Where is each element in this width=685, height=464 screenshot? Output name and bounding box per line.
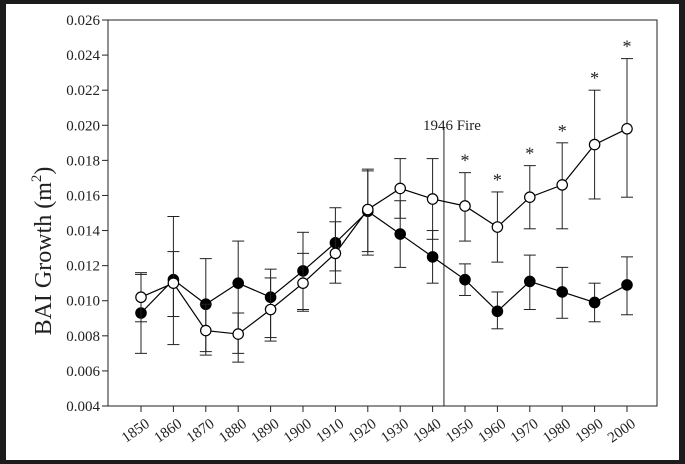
- y-axis-label: BAI Growth (m2): [29, 167, 57, 336]
- data-point: [200, 324, 212, 337]
- y-axis-label-sup: 2: [29, 175, 45, 183]
- x-tick-label: 1920: [346, 416, 380, 446]
- x-tick-label: 1970: [508, 416, 542, 446]
- y-tick-label: 0.008: [66, 329, 100, 345]
- data-point: [394, 182, 406, 195]
- y-tick-label: 0.018: [66, 153, 100, 169]
- x-tick-label: 1910: [313, 416, 347, 446]
- x-tick-label: 1980: [540, 416, 574, 446]
- data-point: [426, 193, 439, 205]
- x-tick-label: 1990: [573, 416, 607, 446]
- data-point: [588, 296, 601, 309]
- data-point: [394, 228, 406, 240]
- y-tick-label: 0.016: [66, 188, 100, 204]
- y-tick-label: 0.004: [66, 399, 100, 415]
- data-point: [556, 286, 568, 298]
- chart-frame: 0.004 0.006 0.008 0.010 0.012 0.014 0.016 0.018…: [6, 4, 679, 460]
- y-axis-ticks: 0.004 0.006 0.008 0.010 0.012 0.014 0.016 0.018…: [66, 13, 108, 415]
- y-tick-label: 0.012: [66, 259, 100, 275]
- y-tick-label: 0.020: [66, 118, 100, 134]
- series-2: [135, 58, 633, 356]
- plot-border: [107, 19, 658, 407]
- y-axis-label-close: ): [31, 167, 57, 175]
- series-line: [140, 128, 628, 335]
- y-tick-label: 0.014: [66, 224, 100, 240]
- significance-star: *: [590, 68, 599, 88]
- x-tick-label: 1860: [151, 416, 185, 446]
- data-point: [459, 200, 471, 212]
- x-tick-label: 1900: [281, 416, 315, 446]
- x-tick-label: 2000: [605, 416, 639, 446]
- data-point: [459, 273, 471, 286]
- data-point: [621, 122, 633, 135]
- data-point: [329, 247, 342, 260]
- significance-star: *: [623, 37, 632, 57]
- y-tick-label: 0.006: [66, 364, 100, 380]
- x-axis-ticks: 1850186018701880189019001910192019301940…: [119, 406, 639, 446]
- significance-star: *: [558, 121, 567, 141]
- significance-star: *: [493, 170, 502, 190]
- x-tick-label: 1930: [378, 416, 412, 446]
- y-axis-label-text: BAI Growth (m: [31, 182, 57, 336]
- data-point: [167, 277, 180, 289]
- x-tick-label: 1870: [184, 416, 218, 446]
- fire-event-label: 1946 Fire: [423, 118, 481, 134]
- data-point: [232, 328, 244, 340]
- significance-star: *: [461, 151, 470, 171]
- series-group: [135, 58, 633, 363]
- x-tick-label: 1890: [249, 416, 283, 446]
- data-point: [621, 279, 633, 291]
- data-point: [426, 251, 439, 263]
- series-line: [140, 210, 628, 314]
- data-point: [135, 291, 147, 304]
- y-tick-label: 0.022: [66, 83, 100, 99]
- chart: 0.004 0.006 0.008 0.010 0.012 0.014 0.016 0.018…: [29, 13, 658, 446]
- x-tick-label: 1850: [119, 416, 153, 446]
- y-tick-label: 0.010: [66, 294, 100, 310]
- x-tick-label: 1940: [411, 416, 445, 446]
- data-point: [523, 191, 536, 204]
- x-tick-label: 1950: [443, 416, 477, 446]
- significance-marks: * * * * * *: [461, 37, 632, 190]
- x-tick-label: 1960: [475, 416, 509, 446]
- data-point: [232, 277, 244, 289]
- data-point: [297, 277, 309, 289]
- y-tick-label: 0.024: [66, 48, 100, 64]
- y-tick-label: 0.026: [66, 13, 100, 29]
- data-point: [588, 138, 601, 151]
- data-point: [491, 305, 504, 318]
- data-point: [491, 221, 504, 233]
- data-point: [264, 303, 277, 316]
- x-tick-label: 1880: [216, 416, 250, 446]
- significance-star: *: [525, 144, 534, 164]
- axes: [107, 19, 658, 407]
- data-point: [523, 275, 536, 288]
- data-point: [361, 203, 374, 216]
- data-point: [556, 179, 568, 191]
